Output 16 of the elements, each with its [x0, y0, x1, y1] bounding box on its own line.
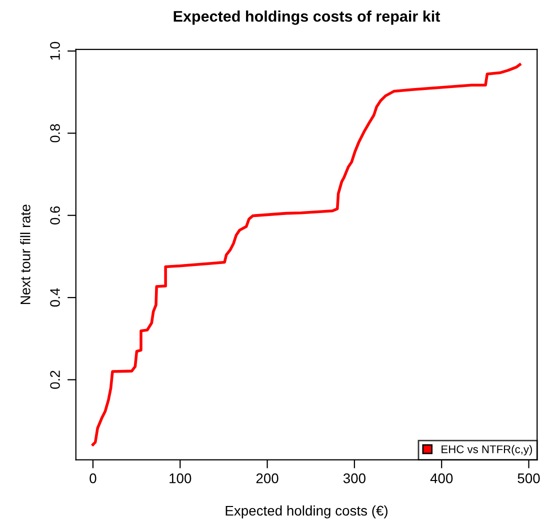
legend-label: EHC vs NTFR(c,y) [442, 445, 532, 456]
y-tick-label: 0.2 [50, 370, 60, 389]
y-axis-title: Next tour fill rate [20, 204, 30, 304]
x-tick-label: 400 [430, 473, 453, 484]
x-tick-label: 200 [256, 473, 278, 484]
y-tick-label: 0.8 [50, 124, 60, 142]
x-tick-label: 300 [343, 473, 366, 484]
y-tick-label: 0.6 [50, 206, 60, 224]
x-axis-title: Expected holding costs (€) [226, 505, 388, 518]
line-series [92, 63, 522, 446]
chart-title: Expected holdings costs of repair kit [174, 10, 440, 25]
y-tick-label: 0.4 [50, 288, 60, 307]
x-tick-label: 0 [90, 473, 96, 484]
x-tick-label: 500 [518, 473, 540, 484]
x-tick-label: 100 [170, 473, 192, 484]
y-tick-label: 1.0 [50, 42, 60, 60]
